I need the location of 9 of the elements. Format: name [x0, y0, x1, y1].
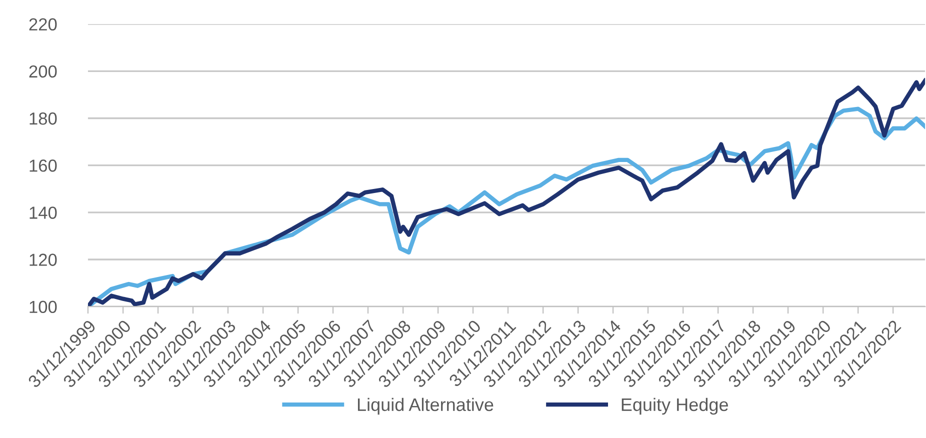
y-tick-label: 180 [30, 112, 57, 125]
legend-label: Liquid Alternative [358, 398, 494, 415]
y-tick-label: 220 [29, 18, 57, 31]
y-tick-label: 200 [29, 65, 57, 78]
y-tick-label: 160 [30, 160, 57, 172]
legend-label: Equity Hedge [622, 398, 728, 415]
y-tick-label: 100 [30, 300, 57, 314]
y-tick-label: 120 [30, 254, 57, 266]
y-tick-label: 140 [30, 206, 57, 219]
